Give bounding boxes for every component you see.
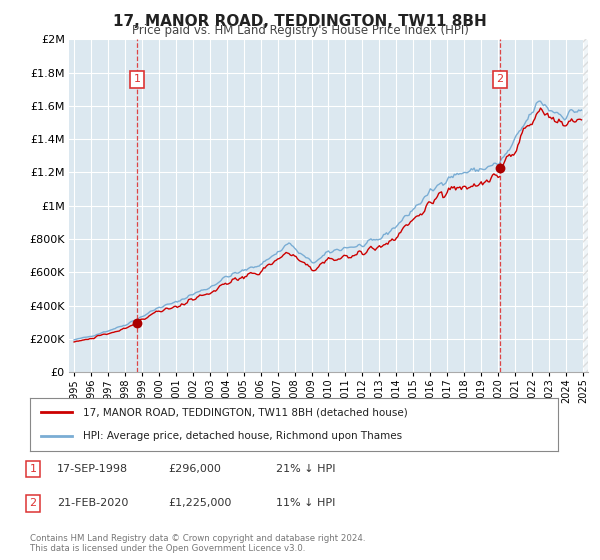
Text: 21% ↓ HPI: 21% ↓ HPI	[276, 464, 335, 474]
Text: £1,225,000: £1,225,000	[168, 498, 232, 508]
Text: 17, MANOR ROAD, TEDDINGTON, TW11 8BH (detached house): 17, MANOR ROAD, TEDDINGTON, TW11 8BH (de…	[83, 408, 407, 418]
Text: 17, MANOR ROAD, TEDDINGTON, TW11 8BH: 17, MANOR ROAD, TEDDINGTON, TW11 8BH	[113, 14, 487, 29]
Text: 11% ↓ HPI: 11% ↓ HPI	[276, 498, 335, 508]
Text: 2: 2	[29, 498, 37, 508]
Text: Price paid vs. HM Land Registry's House Price Index (HPI): Price paid vs. HM Land Registry's House …	[131, 24, 469, 37]
Text: Contains HM Land Registry data © Crown copyright and database right 2024.
This d: Contains HM Land Registry data © Crown c…	[30, 534, 365, 553]
Text: 2: 2	[497, 74, 504, 84]
Text: £296,000: £296,000	[168, 464, 221, 474]
Text: 17-SEP-1998: 17-SEP-1998	[57, 464, 128, 474]
Text: HPI: Average price, detached house, Richmond upon Thames: HPI: Average price, detached house, Rich…	[83, 431, 402, 441]
Text: 1: 1	[29, 464, 37, 474]
Text: 21-FEB-2020: 21-FEB-2020	[57, 498, 128, 508]
Text: 1: 1	[134, 74, 140, 84]
Point	[132, 319, 142, 328]
Bar	[583, 39, 588, 372]
Point	[496, 164, 505, 173]
